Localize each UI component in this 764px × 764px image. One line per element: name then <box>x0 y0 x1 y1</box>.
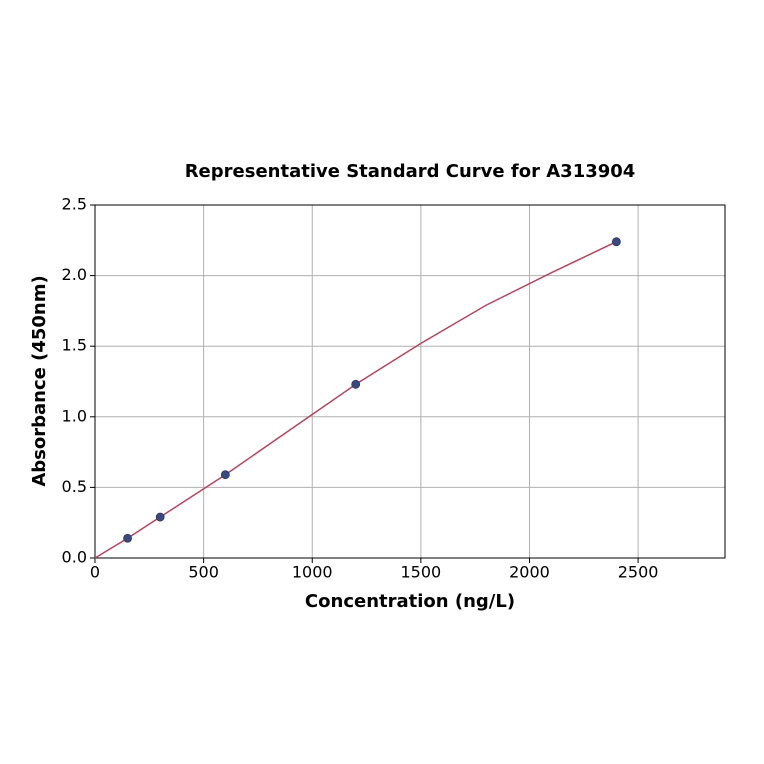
y-tick-label: 1.5 <box>62 336 87 355</box>
x-tick-label: 1000 <box>292 563 333 582</box>
y-tick-label: 2.0 <box>62 265 87 284</box>
data-point <box>220 470 230 480</box>
x-tick-label: 500 <box>188 563 219 582</box>
y-tick-label: 1.0 <box>62 406 87 425</box>
data-point <box>351 379 361 389</box>
y-tick-label: 0.5 <box>62 477 87 496</box>
plot-frame <box>94 204 726 559</box>
y-tick-label: 2.5 <box>62 195 87 214</box>
y-axis-label: Absorbance (450nm) <box>29 275 50 486</box>
fit-curve <box>94 241 617 559</box>
x-tick-label: 0 <box>90 563 100 582</box>
data-point <box>611 237 621 247</box>
x-tick-label: 1500 <box>401 563 442 582</box>
x-axis-label: Concentration (ng/L) <box>305 591 515 612</box>
chart-title: Representative Standard Curve for A31390… <box>185 161 636 182</box>
x-tick-label: 2500 <box>618 563 659 582</box>
y-tick-label: 0.0 <box>62 548 87 567</box>
x-tick-label: 2000 <box>509 563 550 582</box>
data-point <box>155 512 165 522</box>
data-point <box>123 533 132 543</box>
